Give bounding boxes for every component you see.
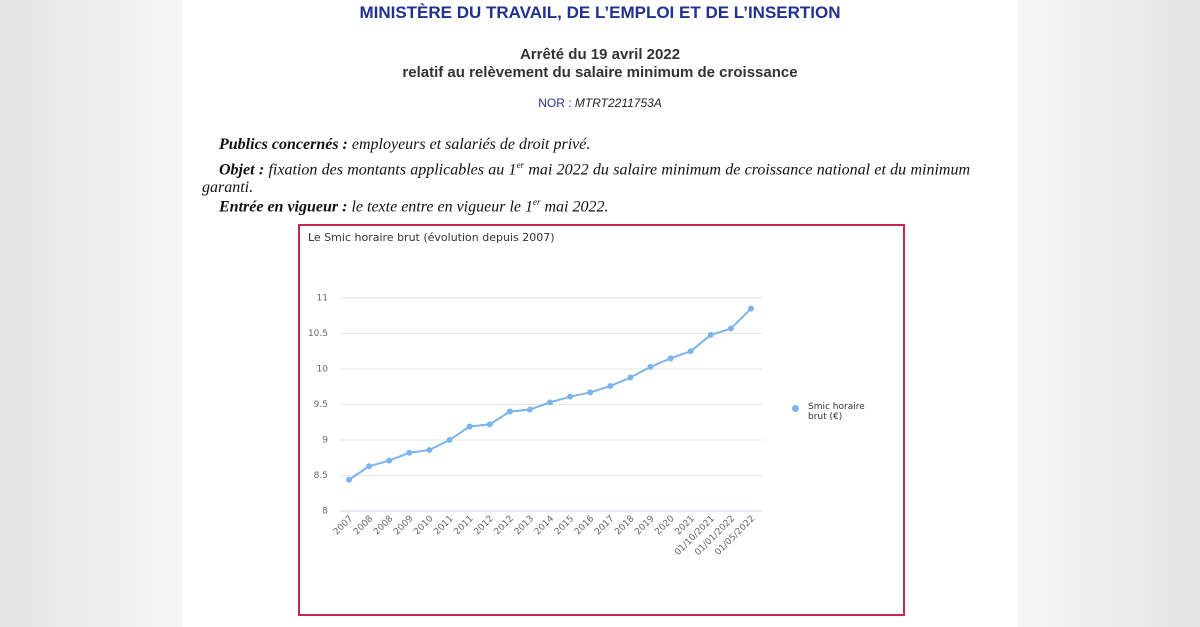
legend-marker [792,405,799,412]
point [486,421,493,428]
point [748,305,754,312]
legend-entry[interactable]: Smic horaire brut (€) [792,402,872,422]
label: Entrée en vigueur : [219,198,348,216]
x-tick-label: 2008 [352,514,375,537]
x-tick-label: 2012 [473,514,496,537]
x-tick-label: 2013 [513,514,536,537]
nor-label: NOR : [538,96,572,110]
point [627,374,634,381]
x-tick-label: 2017 [593,514,616,537]
x-tick-label: 2008 [372,514,395,537]
document: MINISTÈRE DU TRAVAIL, DE L’EMPLOI ET DE … [182,0,1018,627]
title: Arrêté du 19 avril 2022 [519,46,681,63]
x-tick-label: 2007 [332,514,355,537]
point [727,325,734,332]
point [526,406,533,413]
text: mai 2022 du salaire minimum de croissanc… [202,161,971,197]
chart-frame: Le Smic horaire brut (évolution depuis 2… [298,224,905,616]
text: fixation des montants applicables au 1 [268,161,517,179]
x-tick-label: 2010 [412,514,435,537]
x-tick-label: 2019 [633,514,656,537]
x-tick-label: 2018 [613,514,636,537]
y-tick-label: 11 [317,294,328,304]
text: mai 2022. [544,198,609,216]
y-tick-label: 8 [322,507,328,517]
y-tick-label: 10.5 [308,329,328,339]
y-tick-label: 9.5 [314,400,328,410]
point [547,399,553,406]
point [647,363,654,370]
point [366,463,373,470]
nor: NOR : MTRT2211753A [182,96,1018,110]
text: le texte entre en vigueur le 1 [351,198,533,216]
sup: er [516,160,525,170]
point [346,476,352,483]
point [607,383,614,390]
chart-title: Le Smic horaire brut (évolution depuis 2… [308,231,555,244]
legend: Smic horaire brut (€) [792,402,872,422]
y-tick-label: 9 [322,436,328,446]
paragraph: Publics concernés : employeurs et salari… [202,136,970,154]
y-tick-label: 8.5 [314,471,328,481]
paragraph: Objet : fixation des montants applicable… [202,156,970,197]
point [406,449,413,456]
point [446,437,453,443]
point [587,389,594,396]
x-tick-label: 2020 [653,514,676,537]
x-tick-label: 2009 [392,514,415,537]
x-tick-label: 2016 [573,514,596,537]
point [567,393,574,400]
subtitle: relatif au relèvement du salaire minimum… [402,64,798,81]
nor-code: MTRT2211753A [574,96,662,110]
x-tick-label: 2015 [553,514,576,537]
point [667,355,674,362]
point [426,446,433,453]
x-tick-label: 2011 [432,514,455,537]
x-tick-label: 2011 [452,514,475,537]
legend-label: Smic horaire brut (€) [808,402,865,422]
point [707,331,714,338]
ministry: MINISTÈRE DU TRAVAIL, DE L’EMPLOI ET DE … [359,3,841,22]
point [386,457,393,464]
text: employeurs et salariés de droit privé. [351,136,591,153]
sup: er [533,197,541,207]
point [466,423,473,430]
chart: Le Smic horaire brut (évolution depuis 2… [308,231,762,558]
label: Objet : [219,161,265,179]
y-tick-label: 10 [317,365,329,375]
x-tick-label: 2014 [533,514,556,537]
label: Publics concernés : [219,136,348,153]
paragraph: Entrée en vigueur : le texte entre en vi… [202,193,970,216]
point [506,408,513,415]
x-tick-label: 2012 [493,514,516,537]
point [687,348,694,355]
